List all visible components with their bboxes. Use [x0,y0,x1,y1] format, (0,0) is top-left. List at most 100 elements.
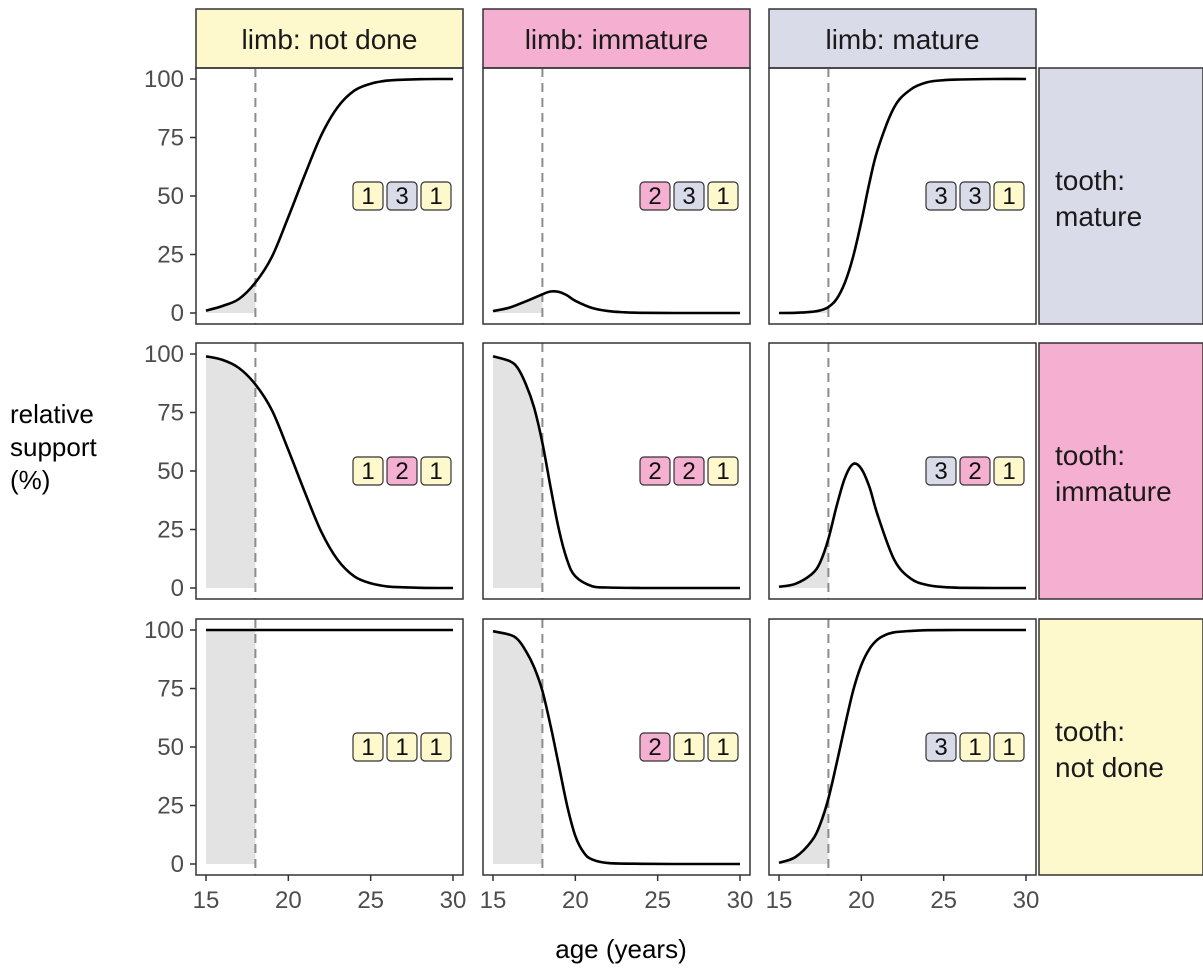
row-strip-label: tooth: [1055,165,1125,196]
x-tick-label: 15 [766,887,793,914]
x-tick-label: 15 [193,887,220,914]
x-tick-label: 30 [440,887,467,914]
stage-badge-label: 3 [968,183,981,210]
panel-border [482,618,751,876]
stage-badge-label: 2 [648,183,661,210]
stage-badge [639,181,671,211]
row-strip-bg [1038,342,1203,600]
y-tick-label: 0 [171,575,184,602]
x-tick-label: 15 [480,887,507,914]
panel-border [768,618,1037,876]
stage-badge-label: 1 [1002,734,1015,761]
stage-badge-label: 2 [682,458,695,485]
support-curve [778,77,1027,315]
stage-badge-label: 1 [682,734,695,761]
stage-badge-label: 1 [1002,458,1015,485]
panel-border [768,67,1037,325]
panel-border [768,342,1037,600]
stage-badge [352,456,384,486]
stage-badge-label: 1 [429,183,442,210]
stage-badge [639,456,671,486]
shaded-area [206,282,256,313]
column-strip-label: limb: mature [825,24,979,55]
row-strip-label: tooth: [1055,440,1125,471]
support-curve [778,628,1026,865]
stage-badge-label: 2 [648,458,661,485]
y-tick-label: 50 [157,183,184,210]
stage-badge-label: 3 [934,183,947,210]
stage-badge [386,732,418,762]
y-tick-label: 25 [157,793,184,820]
x-tick-label: 20 [562,887,589,914]
stage-badge [352,732,384,762]
stage-badge [386,181,418,211]
y-axis-title-line: support [10,432,97,462]
x-tick-label: 30 [1013,887,1040,914]
support-curve [778,462,1026,590]
y-tick-label: 50 [157,458,184,485]
x-tick-label: 25 [930,887,957,914]
y-tick-label: 100 [144,617,184,644]
row-strip-label: mature [1055,201,1142,232]
stage-badge-label: 3 [682,183,695,210]
row-strip-label: not done [1055,752,1164,783]
x-tick-label: 30 [727,887,754,914]
panel-border [482,342,751,600]
stage-badge-label: 1 [429,458,442,485]
shaded-area [206,630,256,864]
panel-border [482,67,751,325]
y-axis-title: relative support (%) [10,399,97,495]
shaded-area [779,798,829,864]
stage-badge [959,181,991,211]
row-strip-bg [1038,67,1203,325]
x-axis-title: age (years) [555,934,687,964]
stage-badge-label: 1 [361,734,374,761]
column-strip-bg [768,8,1037,69]
stage-badge [386,456,418,486]
stage-badge [959,456,991,486]
row-strips: tooth: mature tooth: immature tooth: not done [1038,67,1203,876]
y-tick-label: 50 [157,734,184,761]
x-tick-label: 25 [644,887,671,914]
stage-badge-label: 1 [716,458,729,485]
stage-badge [420,732,452,762]
support-curve [492,355,740,590]
y-axis-title-line: (%) [10,465,50,495]
y-tick-label: 25 [157,242,184,269]
stage-badge [959,732,991,762]
stage-badge-label: 1 [716,183,729,210]
y-tick-label: 75 [157,676,184,703]
y-tick-label: 100 [144,66,184,93]
shaded-area [779,538,829,588]
row-strip-label: tooth: [1055,716,1125,747]
y-tick-label: 75 [157,400,184,427]
stage-badge-label: 1 [395,734,408,761]
x-axes: 15 20 25 30 15 20 25 30 15 20 25 30 [193,875,1040,914]
panels: 1 3 1 2 3 1 3 3 11 2 1 2 2 1 3 2 11 1 1 2 1 1 3 1 1 [195,67,1037,876]
stage-badge-label: 2 [648,734,661,761]
row-strip-label: immature [1055,476,1172,507]
stage-badge-label: 2 [968,458,981,485]
stage-badge [707,181,739,211]
column-strip-bg [195,8,464,69]
stage-badge [352,181,384,211]
y-axes: 0 25 50 75 100 0 25 50 75 100 0 25 50 75 100 [144,66,196,878]
support-curve [205,355,453,590]
shaded-area [493,631,543,864]
shaded-area [493,356,543,588]
stage-badge [925,181,957,211]
stage-badge-label: 1 [361,183,374,210]
support-curve [492,289,740,315]
column-strip-label: limb: not done [242,24,418,55]
y-tick-label: 100 [144,341,184,368]
y-tick-label: 25 [157,517,184,544]
